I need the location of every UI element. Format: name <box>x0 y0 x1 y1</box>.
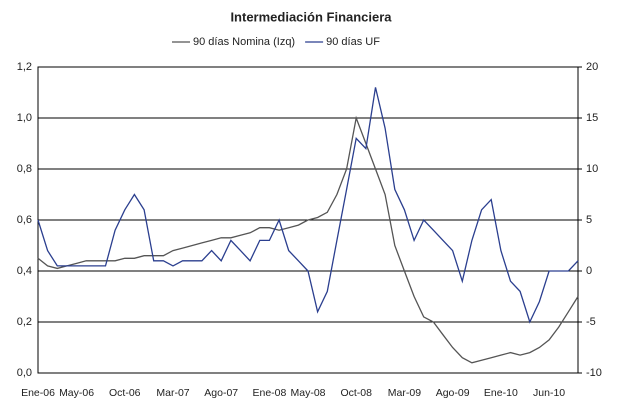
x-tick-label: Mar-09 <box>388 387 421 399</box>
line-series <box>37 115 579 364</box>
y2-tick-label: -10 <box>586 367 602 379</box>
x-tick-label: Jun-10 <box>533 387 565 399</box>
x-tick-label: May-08 <box>290 387 325 399</box>
y-tick-label: 0,0 <box>17 367 32 379</box>
y2-tick-label: 10 <box>586 163 598 175</box>
x-tick-label: Oct-06 <box>109 387 141 399</box>
line-series <box>37 87 579 324</box>
x-tick-label: Oct-08 <box>340 387 372 399</box>
legend-label: 90 días UF <box>326 36 380 48</box>
y-tick-label: 0,6 <box>17 214 32 226</box>
x-tick-label: Ene-06 <box>21 387 55 399</box>
y2-tick-label: 0 <box>586 265 592 277</box>
y-tick-label: 0,4 <box>17 265 32 277</box>
x-tick-label: Ene-08 <box>252 387 286 399</box>
x-tick-label: May-06 <box>59 387 94 399</box>
x-tick-label: Mar-07 <box>156 387 189 399</box>
y2-tick-label: -5 <box>586 316 596 328</box>
chart-title: Intermediación Financiera <box>230 9 392 24</box>
x-tick-label: Ene-10 <box>484 387 518 399</box>
y2-tick-label: 5 <box>586 214 592 226</box>
y2-tick-label: 15 <box>586 112 598 124</box>
legend-label: 90 días Nomina (Izq) <box>193 36 295 48</box>
x-tick-label: Ago-07 <box>204 387 238 399</box>
x-tick-label: Ago-09 <box>436 387 470 399</box>
y-tick-label: 1,0 <box>17 112 32 124</box>
y-tick-label: 0,2 <box>17 316 32 328</box>
y2-tick-label: 20 <box>586 61 598 73</box>
y-tick-label: 0,8 <box>17 163 32 175</box>
y-tick-label: 1,2 <box>17 61 32 73</box>
